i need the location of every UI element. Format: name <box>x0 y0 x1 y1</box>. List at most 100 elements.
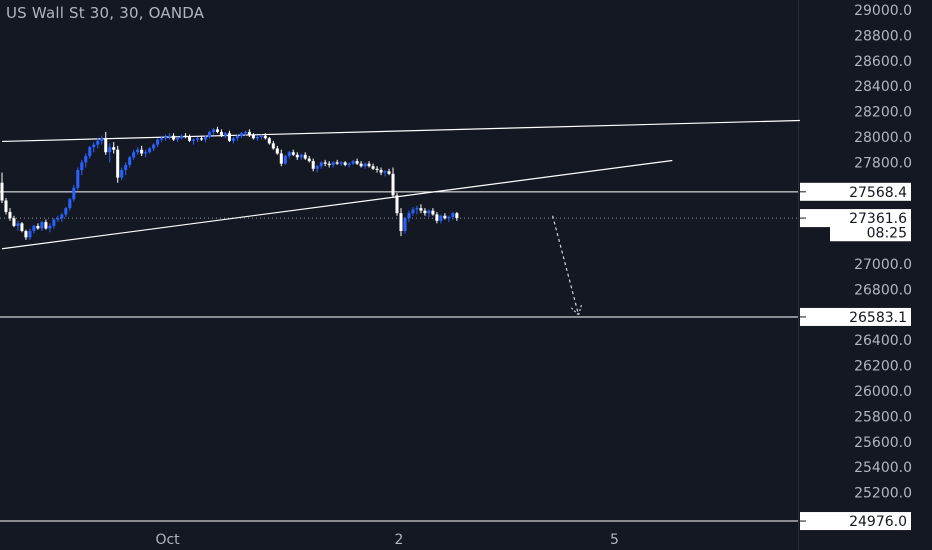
candle-body <box>112 147 116 150</box>
candle <box>88 145 92 159</box>
candle-body <box>215 129 219 132</box>
candle <box>72 185 76 202</box>
trendlines[interactable] <box>1 119 801 250</box>
candle-body <box>331 162 335 165</box>
candle-body <box>156 139 160 145</box>
candle <box>287 150 291 159</box>
projection-arrowhead <box>570 307 579 316</box>
candle <box>172 133 176 141</box>
candle <box>299 153 303 160</box>
candle <box>391 167 395 198</box>
candle <box>136 147 140 155</box>
candle <box>56 215 60 223</box>
projection-arrow[interactable] <box>552 215 583 316</box>
candle <box>28 228 32 240</box>
candle-body <box>116 149 120 178</box>
candle <box>423 208 427 216</box>
candle-body <box>4 200 8 212</box>
candle <box>335 159 339 165</box>
candle <box>108 143 112 163</box>
candle-body <box>415 208 419 210</box>
time-axis[interactable]: Oct 2 5 <box>155 532 618 548</box>
candle <box>251 133 255 140</box>
candle-body <box>0 182 4 201</box>
candle <box>219 129 223 137</box>
candle <box>104 131 108 155</box>
candle-body <box>287 152 291 157</box>
candle-body <box>443 215 447 219</box>
candle <box>120 167 124 181</box>
candle <box>399 208 403 237</box>
candle <box>32 224 36 234</box>
candle <box>164 134 168 141</box>
candle-body <box>419 208 423 211</box>
candle <box>359 161 363 168</box>
y-tick-label: 26400.0 <box>854 333 912 349</box>
candle <box>4 197 8 215</box>
y-tick-label: 28800.0 <box>854 28 912 44</box>
candle-body <box>267 138 271 144</box>
candle-body <box>279 153 283 164</box>
candle <box>271 140 275 150</box>
candle-body <box>20 223 24 231</box>
candle-body <box>44 222 48 229</box>
candle <box>52 218 56 229</box>
candle <box>12 215 16 228</box>
candle <box>195 137 200 143</box>
candle-body <box>335 162 339 164</box>
candle-body <box>52 219 56 226</box>
candle <box>355 158 359 165</box>
candle-body <box>295 154 299 158</box>
candle-body <box>407 213 411 219</box>
candle <box>148 147 152 154</box>
candle <box>231 137 235 144</box>
candle-body <box>243 131 247 134</box>
candle <box>351 159 355 165</box>
candle-body <box>88 147 92 157</box>
candle <box>223 131 227 139</box>
trendline-lower-channel[interactable] <box>1 159 673 250</box>
candle <box>84 153 88 168</box>
candle <box>211 128 215 135</box>
price-label-resistance: 27568.4 <box>800 182 911 201</box>
candle-body <box>255 137 259 139</box>
candle-body <box>311 161 315 169</box>
candle-body <box>104 138 108 153</box>
candle <box>8 208 12 221</box>
candle-body <box>307 158 311 162</box>
candle-body <box>251 134 255 139</box>
x-tick-label: Oct <box>155 532 180 548</box>
candle <box>439 214 443 224</box>
trendline-upper-channel[interactable] <box>1 119 801 143</box>
y-tick-label: 28200.0 <box>854 105 912 121</box>
candle-body <box>399 213 403 231</box>
candle-body <box>347 163 351 165</box>
candle <box>383 170 387 177</box>
candle-body <box>56 218 60 220</box>
candle-body <box>235 135 239 139</box>
candle-body <box>271 143 275 149</box>
candle <box>112 142 116 154</box>
candle <box>283 154 287 165</box>
candle <box>44 219 48 230</box>
candle-body <box>219 131 223 136</box>
candle-body <box>387 171 391 174</box>
candle <box>443 213 447 220</box>
projection-line[interactable] <box>552 215 580 315</box>
y-tick-label: 28000.0 <box>854 130 912 146</box>
candle-body <box>327 163 331 165</box>
price-axis[interactable]: 29000.0 28800.0 28600.0 28400.0 28200.0 28000… <box>854 3 912 502</box>
candle <box>379 167 383 176</box>
price-label-text: 26583.1 <box>849 310 907 326</box>
candle-body <box>199 138 204 140</box>
candle-body <box>92 144 96 148</box>
y-tick-label: 27800.0 <box>854 155 912 171</box>
horizontal-price-lines[interactable] <box>0 191 798 522</box>
candle <box>80 159 84 176</box>
candle-body <box>315 166 319 169</box>
price-label-text: 24976.0 <box>849 514 907 530</box>
candle-body <box>343 162 347 165</box>
candle-body <box>124 164 128 171</box>
candle-body <box>76 170 80 188</box>
